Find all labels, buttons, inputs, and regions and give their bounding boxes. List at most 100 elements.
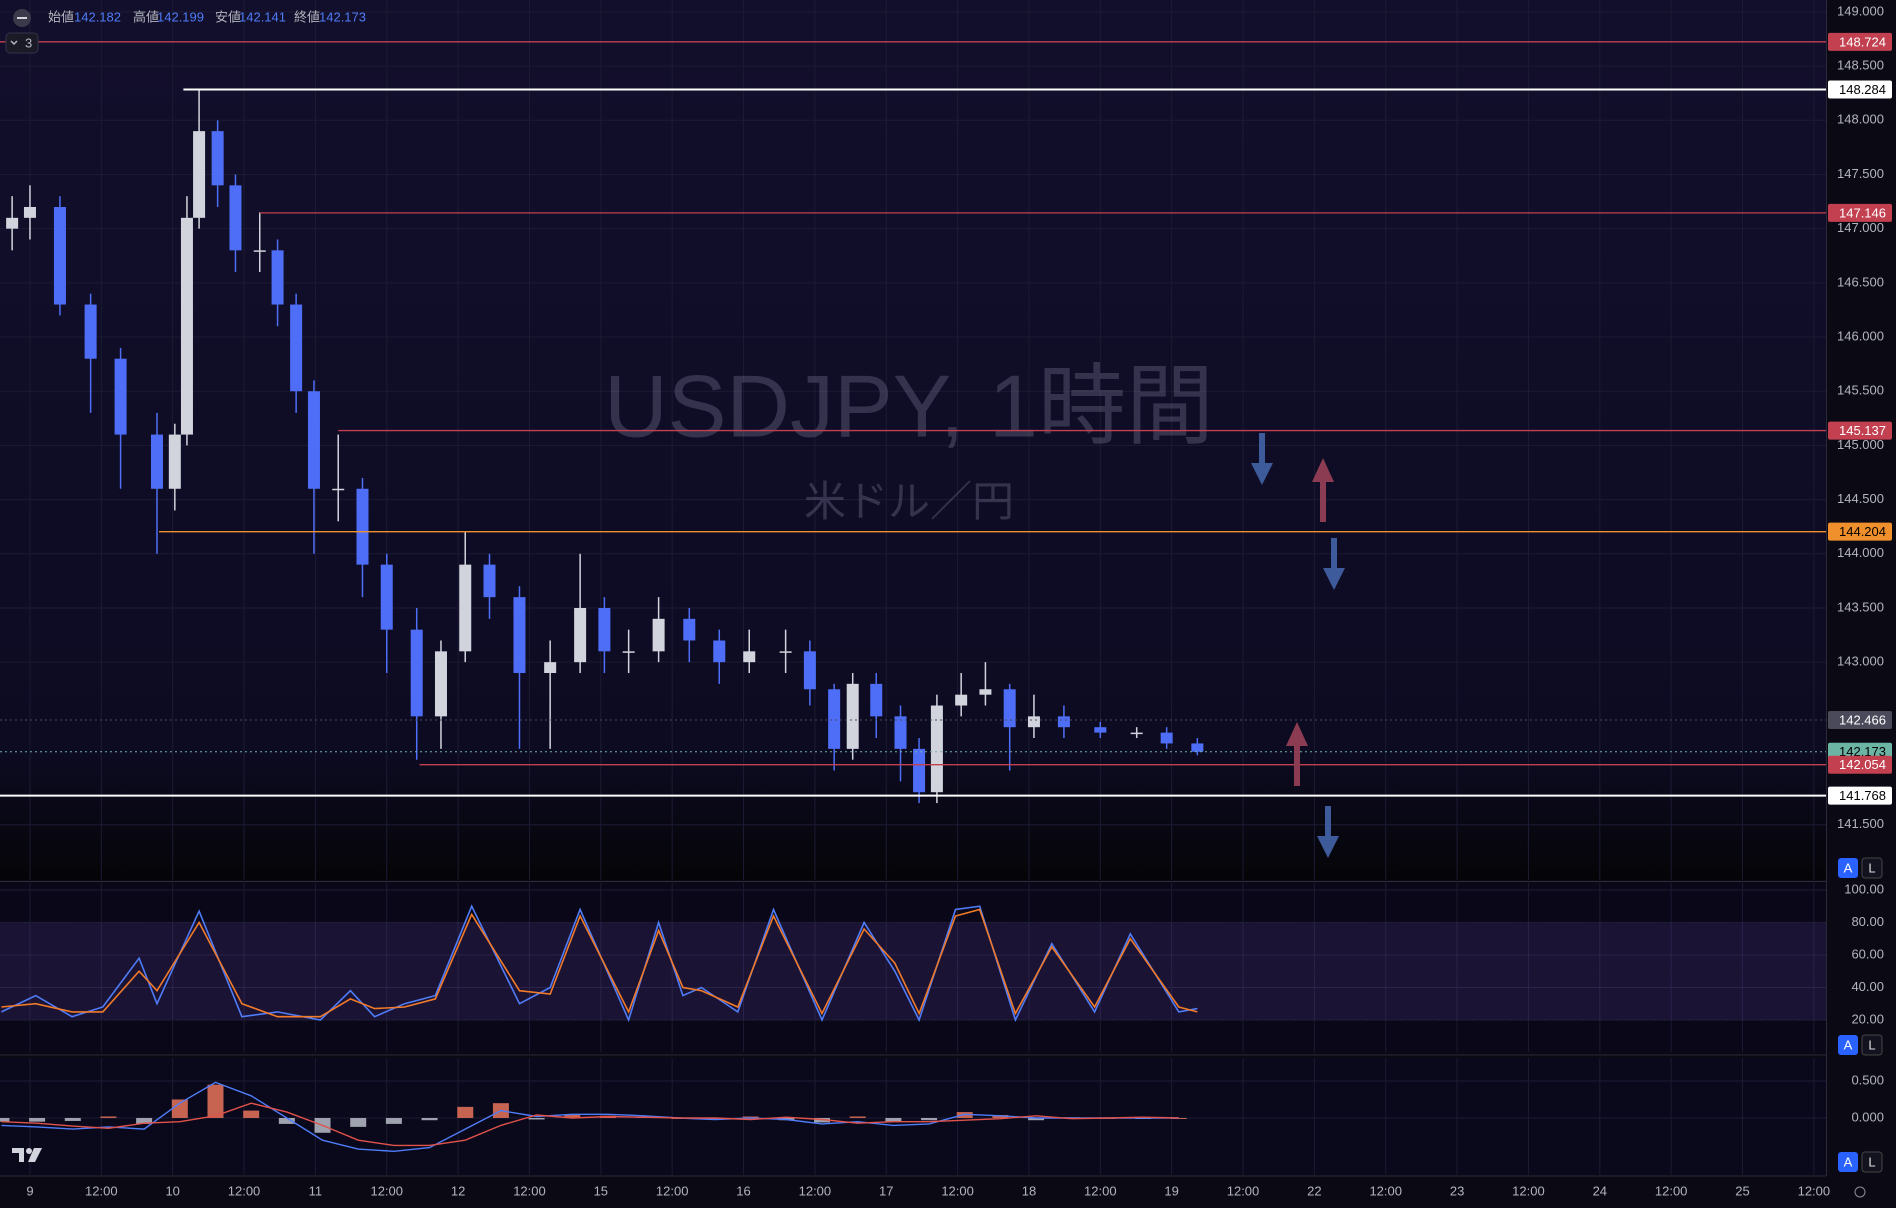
histogram-bar <box>885 1117 902 1122</box>
histogram-bar <box>243 1110 260 1118</box>
settings-icon[interactable] <box>1854 1186 1866 1198</box>
candle-body <box>356 488 369 565</box>
candle-body <box>743 651 756 663</box>
grid <box>0 0 1826 1175</box>
histogram-bar <box>849 1116 866 1118</box>
log-scale-button[interactable] <box>1861 1034 1883 1056</box>
macd-line <box>1 1081 1179 1153</box>
ohlc-label: 終値 <box>294 9 320 24</box>
y-tick-label: 145.000 <box>1837 437 1884 452</box>
candle-body <box>380 564 393 630</box>
candle-body <box>574 607 587 663</box>
y-tick-label: 145.500 <box>1837 383 1884 398</box>
candle-body <box>544 662 557 674</box>
candle-body <box>6 217 19 229</box>
price-level-label: 147.146 <box>1839 205 1886 220</box>
button-label: A <box>1844 860 1853 875</box>
macd-panel-bg <box>0 1058 1826 1175</box>
histogram-bar <box>564 1114 581 1118</box>
y-tick-label: 144.500 <box>1837 491 1884 506</box>
ohlc-value: 142.199 <box>157 9 204 24</box>
x-tick-label: 12:00 <box>85 1183 118 1198</box>
auto-scale-button[interactable] <box>1838 1152 1858 1172</box>
price-level-label-bg <box>1828 786 1892 805</box>
candle-body <box>434 651 447 717</box>
x-tick-label: 12:00 <box>1227 1183 1260 1198</box>
candle-body <box>713 640 726 663</box>
ohlc-label: 安値 <box>215 9 241 24</box>
x-tick-label: 18 <box>1022 1183 1036 1198</box>
price-level-label: 142.054 <box>1839 757 1886 772</box>
oscillator-line <box>1 908 1198 1018</box>
x-tick-label: 22 <box>1307 1183 1321 1198</box>
candle-body <box>803 651 816 690</box>
log-scale-button[interactable] <box>1861 1151 1883 1173</box>
arrows <box>1251 433 1345 858</box>
y-tick-label: 147.000 <box>1837 220 1884 235</box>
x-tick-label: 12:00 <box>1512 1183 1545 1198</box>
candle-body <box>779 651 792 653</box>
log-scale-button[interactable] <box>1861 857 1883 879</box>
x-tick-label: 16 <box>736 1183 750 1198</box>
x-tick-label: 17 <box>879 1183 893 1198</box>
candle-body <box>1057 716 1070 728</box>
histogram-bar <box>207 1084 224 1118</box>
candle-body <box>828 689 841 749</box>
price-level-label: 148.284 <box>1839 82 1886 97</box>
histogram-bar <box>350 1117 367 1127</box>
candle-body <box>1094 727 1107 733</box>
x-tick-label: 10 <box>165 1183 179 1198</box>
button-label: A <box>1844 1037 1853 1052</box>
candle-body <box>84 304 97 359</box>
price-level-label: 142.173 <box>1839 744 1886 759</box>
x-tick-label: 12 <box>451 1183 465 1198</box>
candle-body <box>211 131 224 186</box>
histogram-bar <box>64 1117 81 1121</box>
candle-body <box>332 488 345 491</box>
button-label: L <box>1868 1154 1875 1169</box>
candle-body <box>846 683 859 749</box>
candle-body <box>870 683 883 717</box>
candle-body <box>1160 732 1173 744</box>
candle-body <box>683 618 696 641</box>
candle-body <box>1027 716 1040 728</box>
ohlc-legend: 始値 142.182 高値 142.199 安値 142.141 終値 142.… <box>48 9 366 24</box>
price-level-label-bg <box>1828 522 1892 541</box>
y-tick-label: 143.500 <box>1837 599 1884 614</box>
histogram-bar <box>136 1117 153 1124</box>
auto-scale-button[interactable] <box>1838 858 1858 878</box>
indicator-toggle[interactable] <box>5 32 39 54</box>
stoch-panel-bg <box>0 883 1826 1052</box>
x-tick-label: 9 <box>26 1183 33 1198</box>
ohlc-value: 142.141 <box>239 9 286 24</box>
price-level-label: 148.724 <box>1839 34 1886 49</box>
histogram-bar <box>528 1117 545 1120</box>
candle-body <box>180 217 193 435</box>
candle-body <box>253 250 266 252</box>
x-tick-label: 12:00 <box>1084 1183 1117 1198</box>
price-level-label: 141.768 <box>1839 788 1886 803</box>
auto-scale-button[interactable] <box>1838 1035 1858 1055</box>
ohlc-label: 高値 <box>133 9 159 24</box>
y-tick-label: 149.000 <box>1837 3 1884 18</box>
candle-body <box>483 564 496 598</box>
x-tick-label: 12:00 <box>370 1183 403 1198</box>
button-label: L <box>1868 860 1875 875</box>
y-tick-label: 20.00 <box>1851 1011 1884 1026</box>
y-tick-label: 146.000 <box>1837 328 1884 343</box>
histogram-bar <box>171 1099 188 1118</box>
x-tick-label: 19 <box>1164 1183 1178 1198</box>
price-level-label-bg <box>1828 32 1892 51</box>
histogram-bar <box>0 1117 10 1122</box>
candle-body <box>979 689 992 695</box>
x-tick-label: 11 <box>309 1183 323 1198</box>
x-tick-label: 12:00 <box>1798 1183 1831 1198</box>
candle-body <box>1130 732 1143 735</box>
watermark-subtitle: 米ドル／円 <box>804 478 1014 525</box>
arrow-down <box>1323 538 1345 590</box>
collapse-icon <box>17 17 27 19</box>
indicator-count: 3 <box>25 35 32 50</box>
x-tick-label: 25 <box>1735 1183 1749 1198</box>
x-tick-label: 12:00 <box>799 1183 832 1198</box>
